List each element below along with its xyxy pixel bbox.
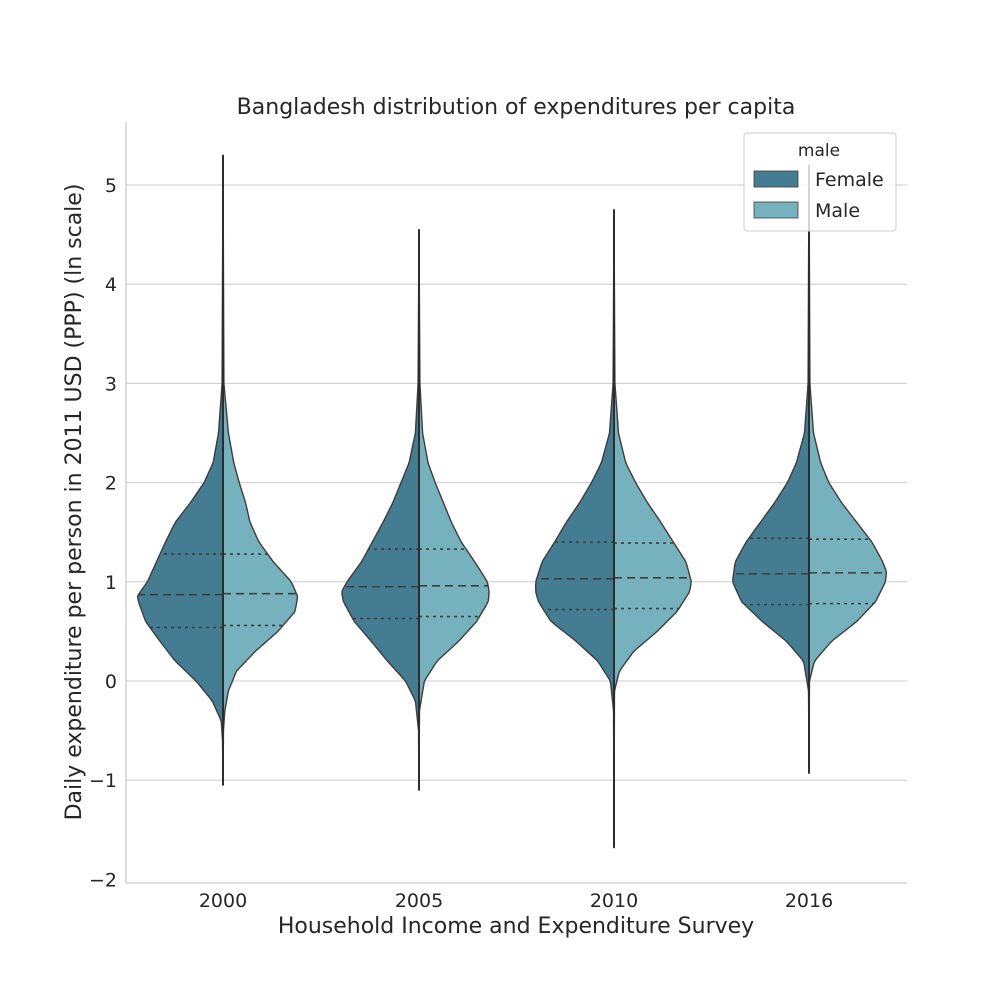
x-tick-label: 2016 — [785, 890, 833, 912]
legend: male Female Male — [743, 132, 897, 232]
legend-label-female: Female — [815, 169, 884, 191]
y-tick-label: 2 — [105, 473, 117, 495]
legend-label-male: Male — [815, 200, 860, 222]
violin-2016 — [732, 164, 888, 774]
y-tick-label: 1 — [105, 572, 117, 594]
y-tick-label: −1 — [89, 770, 117, 792]
y-axis-label: Daily expenditure per person in 2011 USD… — [62, 184, 87, 821]
violin-half-male-2005 — [418, 228, 490, 791]
y-tick-labels: −2 −1 0 1 2 3 4 5 — [89, 175, 117, 891]
violin-half-female-2016 — [732, 164, 810, 774]
violin-half-male-2000 — [222, 154, 299, 786]
y-tick-label: 4 — [105, 274, 117, 296]
y-tick-label: 0 — [105, 671, 117, 693]
violin-half-female-2000 — [136, 154, 224, 786]
legend-title: male — [798, 141, 840, 161]
violin-half-male-2016 — [808, 164, 888, 774]
legend-swatch-female — [753, 170, 799, 188]
violin-2000 — [136, 154, 299, 786]
x-axis-label: Household Income and Expenditure Survey — [278, 914, 754, 939]
violin-half-male-2010 — [613, 209, 692, 849]
violin-2005 — [341, 228, 490, 791]
legend-swatch-male — [753, 201, 799, 219]
x-tick-label: 2005 — [395, 890, 443, 912]
axes — [125, 122, 907, 884]
y-tick-label: 3 — [105, 373, 117, 395]
y-tick-label: 5 — [105, 175, 117, 197]
x-tick-label: 2000 — [199, 890, 247, 912]
x-tick-label: 2010 — [590, 890, 638, 912]
violin-half-female-2005 — [341, 228, 420, 791]
y-tick-label: −2 — [89, 869, 117, 891]
violins — [136, 154, 888, 849]
x-tick-labels: 2000 2005 2010 2016 — [199, 890, 833, 912]
violin-2010 — [535, 209, 692, 849]
chart-title: Bangladesh distribution of expenditures … — [237, 95, 796, 120]
violin-half-female-2010 — [535, 209, 615, 849]
